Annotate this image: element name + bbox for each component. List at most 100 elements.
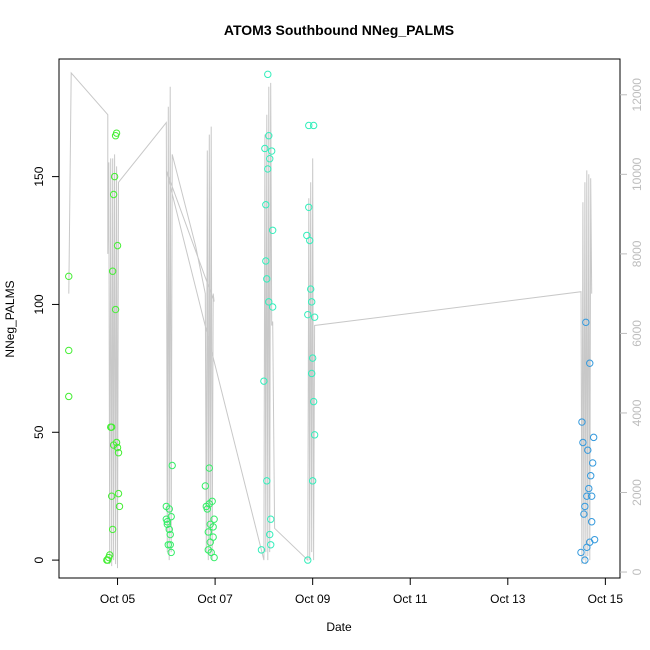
data-point	[308, 477, 317, 485]
data-point	[307, 369, 316, 378]
data-point	[163, 518, 171, 526]
data-point	[581, 502, 589, 511]
data-point	[267, 541, 275, 549]
x-axis: Oct 05 Oct 07 Oct 09 Oct 11 Oct 13 Oct 15	[100, 578, 624, 606]
y-right-tick-label: 2000	[630, 479, 644, 506]
data-point	[578, 418, 586, 426]
data-point	[310, 313, 319, 321]
data-point	[113, 443, 122, 452]
data-point	[588, 492, 596, 500]
x-tick-label: Oct 13	[490, 592, 526, 606]
data-point	[209, 523, 217, 531]
series-line-0	[68, 71, 593, 569]
y-right-tick-label: 12000	[630, 78, 644, 112]
y-right-tick-label: 8000	[630, 240, 644, 267]
data-point	[268, 226, 277, 234]
data-point	[109, 190, 118, 199]
y-left-tick-label: 150	[32, 166, 46, 186]
data-point	[114, 489, 123, 498]
data-point	[267, 515, 275, 523]
data-point	[108, 267, 117, 275]
data-point	[307, 285, 315, 293]
data-point	[266, 530, 274, 539]
data-point	[310, 431, 319, 439]
data-point	[307, 298, 316, 306]
data-point	[108, 525, 117, 534]
x-tick-label: Oct 11	[393, 592, 428, 606]
data-point	[164, 541, 172, 549]
data-point	[111, 305, 120, 314]
data-point	[263, 477, 271, 485]
data-point	[210, 515, 218, 523]
y-right-tick-label: 6000	[630, 320, 644, 347]
data-point	[209, 533, 217, 541]
data-point	[267, 147, 276, 155]
data-point	[205, 464, 213, 472]
data-point	[110, 172, 119, 181]
data-point	[260, 377, 268, 385]
data-point	[582, 318, 590, 327]
data-point	[581, 556, 589, 564]
x-tick-label: Oct 05	[100, 592, 136, 606]
data-point	[165, 525, 173, 534]
data-point	[65, 272, 73, 281]
y-axis-right: 0 2000 4000 6000 8000 10000 12000	[620, 78, 644, 575]
data-point	[113, 241, 122, 250]
chart-title: ATOM3 Southbound NNeg_PALMS	[224, 22, 454, 38]
data-point	[266, 155, 274, 163]
y-right-tick-label: 4000	[630, 399, 644, 426]
data-point	[304, 310, 312, 319]
data-point	[204, 528, 212, 536]
data-point	[577, 548, 585, 557]
data-point	[106, 551, 114, 559]
data-point	[304, 556, 312, 564]
data-point	[262, 257, 270, 265]
data-point	[306, 236, 314, 245]
data-point	[265, 131, 273, 140]
x-axis-label: Date	[326, 620, 352, 634]
data-point	[165, 505, 173, 513]
data-point	[589, 433, 598, 442]
x-tick-label: Oct 15	[588, 592, 624, 606]
data-point	[107, 492, 116, 500]
data-point	[263, 275, 271, 283]
data-point	[210, 553, 218, 562]
data-point	[65, 346, 73, 355]
data-point	[167, 512, 175, 521]
data-point	[65, 392, 73, 401]
data-point	[112, 129, 121, 137]
data-point	[305, 203, 313, 211]
y-right-tick-label: 10000	[630, 157, 644, 191]
data-point	[305, 121, 313, 130]
data-point	[585, 484, 593, 493]
data-point	[590, 535, 599, 544]
x-tick-label: Oct 09	[295, 592, 331, 606]
y-right-tick-label: 0	[630, 568, 644, 575]
y-axis-left: 0 50 100 150	[32, 166, 59, 563]
data-point	[257, 546, 266, 554]
data-point	[264, 70, 272, 79]
data-point	[112, 438, 121, 447]
data-point	[308, 354, 317, 362]
data-point	[587, 472, 595, 480]
data-point	[168, 461, 176, 470]
data-point	[262, 201, 270, 209]
data-point	[580, 510, 588, 518]
data-point	[586, 359, 594, 367]
y-axis-label: NNeg_PALMS	[3, 280, 17, 357]
data-point	[583, 492, 591, 500]
data-point	[268, 303, 277, 311]
data-point	[166, 530, 174, 539]
series-layer	[65, 70, 599, 569]
y-left-tick-label: 0	[32, 556, 46, 563]
data-point	[208, 497, 216, 506]
data-point	[163, 520, 171, 529]
data-point	[115, 502, 124, 511]
x-tick-label: Oct 07	[197, 592, 233, 606]
data-point	[203, 505, 211, 513]
data-point	[107, 423, 116, 431]
data-point	[588, 459, 597, 467]
data-point	[309, 121, 318, 130]
data-point	[579, 438, 587, 447]
